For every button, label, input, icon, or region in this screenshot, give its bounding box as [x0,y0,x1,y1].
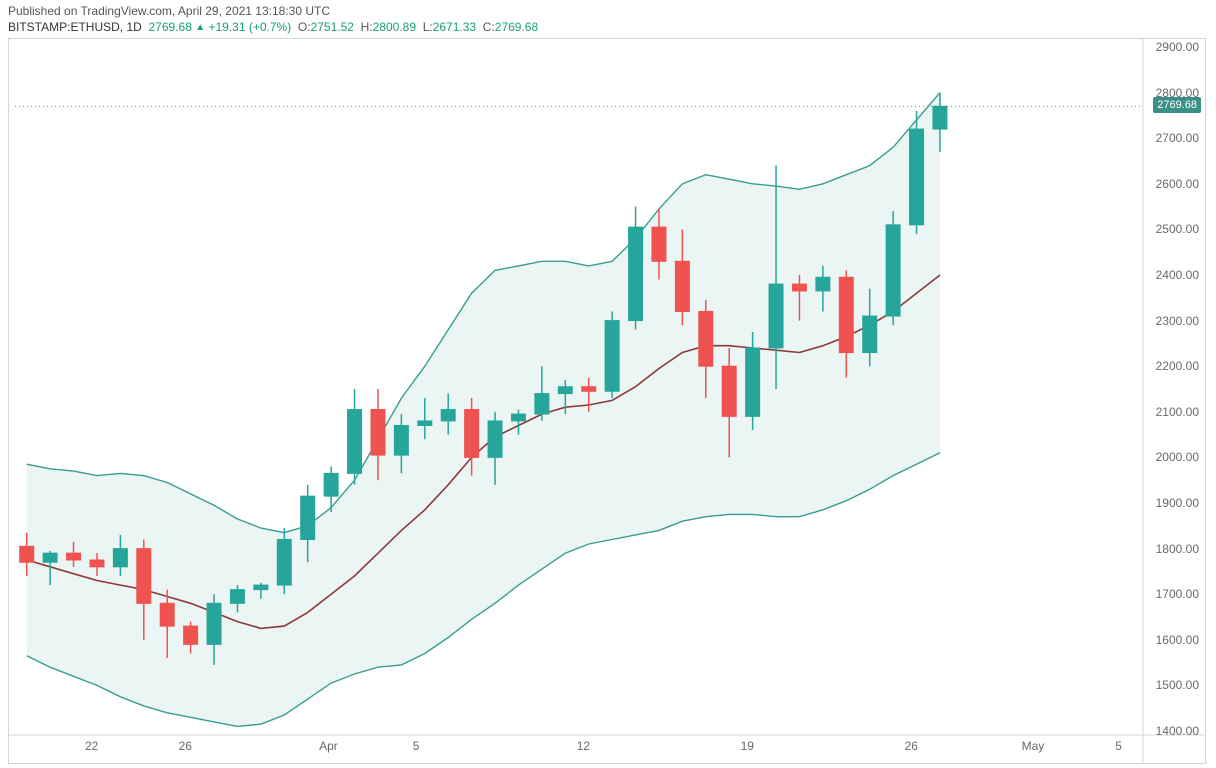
low-value: 2671.33 [433,20,476,34]
y-tick-label: 2400.00 [1156,268,1199,282]
y-tick-label: 2900.00 [1156,40,1199,54]
x-tick-label: 12 [577,739,590,753]
low-label: L: [423,20,433,34]
y-tick-label: 2200.00 [1156,359,1199,373]
high-value: 2800.89 [373,20,416,34]
high-label: H: [361,20,373,34]
y-tick-label: 2100.00 [1156,405,1199,419]
x-tick-label: May [1022,739,1045,753]
y-tick-label: 1800.00 [1156,542,1199,556]
published-prefix: Published on [8,4,77,18]
close-label: C: [483,20,495,34]
publish-line: Published on TradingView.com, April 29, … [0,0,1216,18]
y-tick-label: 1600.00 [1156,633,1199,647]
x-tick-label: 26 [179,739,192,753]
x-tick-label: 5 [413,739,420,753]
x-tick-label: Apr [319,739,338,753]
y-tick-label: 2500.00 [1156,222,1199,236]
y-tick-label: 2700.00 [1156,131,1199,145]
chart-container[interactable]: 2769.68 1400.00 1500.00 1600.00 1700.00 1800… [8,38,1206,764]
x-tick-label: 26 [905,739,918,753]
last-price: 2769.68 [148,20,191,34]
candlestick-chart [9,39,1205,763]
y-tick-label: 2800.00 [1156,86,1199,100]
up-triangle-icon: ▲ [195,22,205,33]
current-price-tag: 2769.68 [1153,97,1201,113]
price-change: +19.31 [208,20,245,34]
y-tick-label: 1700.00 [1156,587,1199,601]
x-tick-label: 22 [85,739,98,753]
y-tick-label: 1400.00 [1156,724,1199,738]
price-change-pct: (+0.7%) [249,20,291,34]
published-date: April 29, 2021 13:18:30 UTC [178,4,330,18]
y-tick-label: 2000.00 [1156,450,1199,464]
y-tick-label: 2600.00 [1156,177,1199,191]
y-tick-label: 1900.00 [1156,496,1199,510]
symbol-line: BITSTAMP:ETHUSD, 1D 2769.68 ▲ +19.31 (+0… [0,18,1216,38]
published-site: TradingView.com [81,4,172,18]
x-tick-label: 5 [1115,739,1122,753]
y-tick-label: 2300.00 [1156,314,1199,328]
interval-text: 1D [126,20,141,34]
open-value: 2751.52 [311,20,354,34]
symbol-text: BITSTAMP:ETHUSD [8,20,120,34]
open-label: O: [298,20,311,34]
y-tick-label: 1500.00 [1156,678,1199,692]
close-value: 2769.68 [495,20,538,34]
x-tick-label: 19 [741,739,754,753]
